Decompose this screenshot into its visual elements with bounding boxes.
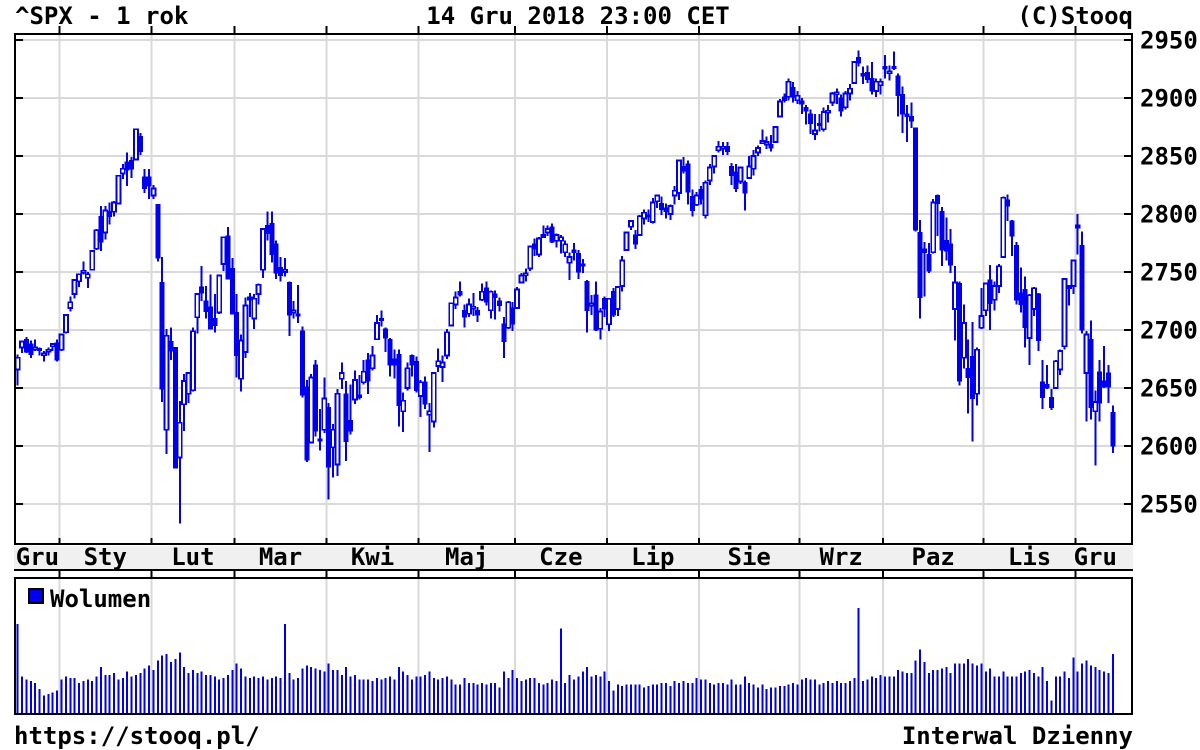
month-label: Sie	[728, 543, 771, 571]
month-label: Wrz	[820, 543, 863, 571]
y-axis-tick-label: 2900	[1140, 85, 1198, 113]
month-label: Gru	[1074, 543, 1117, 571]
month-label: Mar	[259, 543, 302, 571]
month-label: Paz	[912, 543, 955, 571]
month-label: Sty	[84, 543, 127, 571]
y-axis-labels: 2950 2900 2850 2800 2750 2700 2650 2600 2550	[1140, 27, 1198, 519]
candlesticks	[14, 50, 1116, 524]
month-label: Cze	[539, 543, 582, 571]
chart-timestamp: 14 Gru 2018 23:00 CET	[426, 2, 729, 30]
panel-borders	[14, 33, 1133, 715]
y-axis-tick-label: 2550	[1140, 491, 1198, 519]
y-axis-tick-label: 2750	[1140, 259, 1198, 287]
chart-title: ^SPX - 1 rok	[15, 2, 189, 30]
month-label: Lut	[171, 543, 214, 571]
month-labels: Gru Sty Lut Mar Kwi Maj Cze Lip Sie Wrz Paz Lis Gru	[16, 543, 1117, 571]
month-label: Lip	[631, 543, 674, 571]
y-axis-tick-label: 2600	[1140, 433, 1198, 461]
volume-legend	[28, 588, 44, 604]
volume-legend-label: Wolumen	[50, 585, 151, 613]
month-axis-bar	[14, 546, 1133, 571]
y-axis-tick-label: 2650	[1140, 375, 1198, 403]
interval-label: Interwal Dzienny	[902, 722, 1133, 750]
month-label: Lis	[1008, 543, 1051, 571]
month-label: Kwi	[351, 543, 394, 571]
axis-ticks	[16, 26, 1131, 579]
volume-swatch-icon	[28, 588, 44, 604]
month-label: Gru	[16, 543, 59, 571]
source-url: https://stooq.pl/	[14, 722, 260, 750]
y-axis-tick-label: 2700	[1140, 317, 1198, 345]
y-axis-tick-label: 2850	[1140, 143, 1198, 171]
y-axis-tick-label: 2950	[1140, 27, 1198, 55]
y-axis-tick-label: 2800	[1140, 201, 1198, 229]
month-label: Maj	[445, 543, 488, 571]
gridlines	[16, 35, 1131, 712]
copyright-label: (C)Stooq	[1017, 2, 1133, 30]
volume-bars	[16, 608, 1114, 713]
